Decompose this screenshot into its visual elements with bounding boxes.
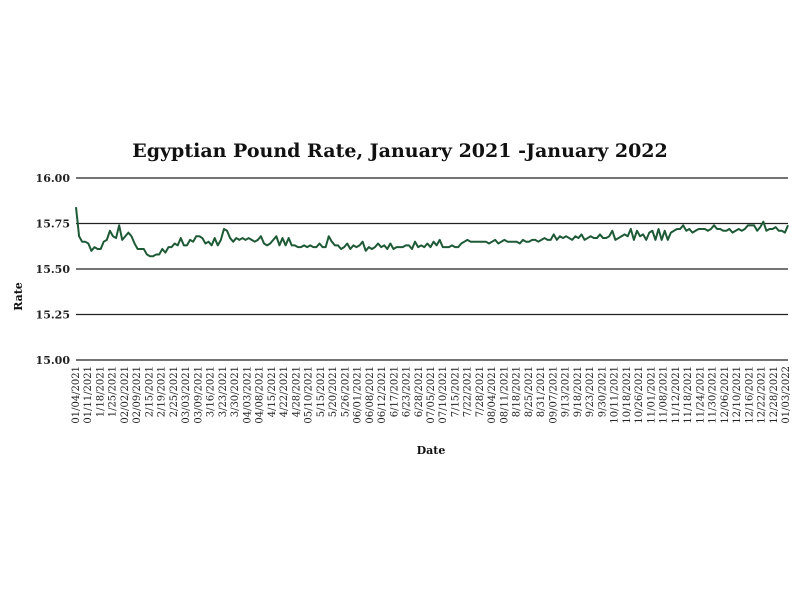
x-tick-label: 3/16/2021 [206,366,217,417]
x-tick-label: 11/30/2021 [708,366,719,424]
y-tick-label: 16.00 [36,172,71,185]
x-tick-label: 8/18/2021 [512,366,523,417]
series-line-0 [75,207,789,258]
x-tick-label: 03/03/2021 [181,366,192,424]
x-tick-label: 5/20/2021 [328,366,339,417]
x-tick-label: 03/09/2021 [193,366,204,424]
x-tick-label: 12/22/2021 [757,366,768,424]
x-tick-label: 02/02/2021 [120,366,131,424]
x-tick-label: 9/18/2021 [573,366,584,417]
x-tick-label: 9/23/2021 [585,366,596,417]
x-tick-label: 01/04/2021 [71,366,82,424]
x-tick-label: 8/25/2021 [524,366,535,417]
x-tick-label: 08/04/2021 [487,366,498,424]
x-tick-label: 07/05/2021 [426,366,437,424]
x-tick-label: 10/26/2021 [634,366,645,424]
x-tick-label: 3/23/2021 [218,366,229,417]
x-tick-label: 12/28/2021 [769,366,780,424]
x-tick-label: 2/25/2021 [169,366,180,417]
x-tick-label: 10/18/2021 [622,366,633,424]
x-tick-label: 06/12/2021 [377,366,388,424]
x-tick-label: 3/30/2021 [230,366,241,417]
x-tick-label: 11/08/2021 [659,366,670,424]
x-tick-label: 1/25/2021 [108,366,119,417]
x-tick-label: 5/26/2021 [340,366,351,417]
x-tick-label: 06/01/2021 [353,366,364,424]
x-tick-label: 9/30/2021 [597,366,608,417]
x-tick-label: 10/11/2021 [610,366,621,424]
x-tick-label: 11/18/2021 [683,366,694,424]
x-tick-label: 04/08/2021 [255,366,266,424]
x-tick-label: 12/10/2021 [732,366,743,424]
x-tick-label: 06/08/2021 [365,366,376,424]
x-axis-label: Date [416,444,446,457]
x-tick-label: 07/10/2021 [438,366,449,424]
y-tick-label: 15.50 [36,263,71,276]
x-tick-label: 5/15/2021 [316,366,327,417]
x-tick-label: 2/15/2021 [144,366,155,417]
x-tick-label: 6/23/2021 [402,366,413,417]
x-tick-label: 9/13/2021 [561,366,572,417]
x-tick-label: 11/12/2021 [671,366,682,424]
x-tick-label: 12/06/2021 [720,366,731,424]
x-tick-label: 7/15/2021 [450,366,461,417]
x-tick-label: 1/18/2021 [95,366,106,417]
y-tick-label: 15.00 [36,354,71,367]
x-tick-label: 7/22/2021 [463,366,474,417]
x-tick-label: 04/03/2021 [242,366,253,424]
x-tick-label: 02/09/2021 [132,366,143,424]
x-tick-label: 09/07/2021 [548,366,559,424]
x-tick-label: 11/01/2021 [646,366,657,424]
x-tick-label: 6/17/2021 [389,366,400,417]
y-tick-label: 15.25 [36,309,70,322]
x-tick-label: 08/11/2021 [499,366,510,424]
x-tick-label: 8/31/2021 [536,366,547,417]
y-tick-label: 15.75 [36,218,70,231]
x-tick-label: 6/28/2021 [414,366,425,417]
x-tick-label: 11/24/2021 [695,366,706,424]
x-tick-label: 4/15/2021 [267,366,278,417]
x-tick-label: 12/16/2021 [744,366,755,424]
x-tick-label: 2/19/2021 [157,366,168,417]
x-tick-label: 4/22/2021 [279,366,290,417]
x-tick-label: 4/28/2021 [291,366,302,417]
x-tick-label: 05/10/2021 [304,366,315,424]
chart-title: Egyptian Pound Rate, January 2021 -Janua… [132,140,668,162]
x-tick-label: 01/11/2021 [83,366,94,424]
x-tick-label: 01/03/2022 [781,366,792,424]
x-tick-label: 7/28/2021 [475,366,486,417]
